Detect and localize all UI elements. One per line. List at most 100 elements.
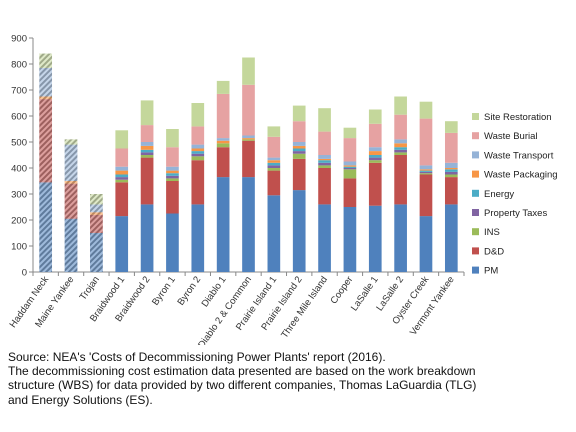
- legend-label: PM: [484, 266, 498, 277]
- bar-segment-waste-burial: [368, 123, 382, 148]
- bar-segment-waste-transport: [216, 138, 230, 141]
- bar-segment-waste-transport: [419, 165, 433, 170]
- bar-segment-property-taxes: [292, 151, 306, 154]
- legend-swatch: [472, 228, 479, 236]
- bar-segment-energy: [267, 162, 281, 166]
- bar-segment-waste-transport: [394, 139, 407, 144]
- bar-segment-d-d: [216, 147, 230, 178]
- bar-segment-waste-transport: [166, 166, 179, 171]
- bar-segment-energy: [318, 160, 331, 163]
- bar-segment-ins: [292, 153, 306, 159]
- bar-segment-d-d: [242, 140, 255, 178]
- bar-segment-d-d: [267, 170, 281, 196]
- bar-segment-ins: [166, 178, 179, 181]
- y-axis: 0 100 200 300 400 500 600 700 800 900: [11, 34, 34, 279]
- y-tick-label: 200: [11, 216, 27, 227]
- bar-stack: [267, 126, 281, 272]
- bar-segment-pm: [368, 205, 382, 272]
- bar-segment-waste-packaging: [368, 151, 382, 155]
- legend-label: Waste Burial: [484, 131, 538, 142]
- bar-segment-site-restoration: [166, 129, 179, 148]
- bar-segment-pm: [166, 213, 179, 272]
- bar-segment-waste-transport-hatch: [64, 144, 78, 181]
- bar-stack: [419, 101, 433, 272]
- legend-swatch: [472, 113, 479, 120]
- bar-segment-waste-packaging-hatch: [64, 181, 78, 184]
- bar-segment-energy: [166, 173, 179, 176]
- bar-segment-waste-packaging: [267, 160, 281, 163]
- caption-line: Source: NEA's 'Costs of Decommissioning …: [8, 350, 386, 364]
- bar-segment-site-restoration: [140, 100, 154, 126]
- bar-segment-property-taxes: [343, 168, 357, 170]
- bar-segment-waste-transport: [368, 147, 382, 152]
- caption-line: structure (WBS) for data provided by two…: [8, 378, 477, 393]
- legend-swatch: [472, 266, 479, 274]
- bar-segment-site-restoration: [216, 80, 230, 94]
- legend-item: Property Taxes: [472, 208, 547, 219]
- bar-segment-site-restoration: [444, 121, 458, 133]
- x-tick-label: Cooper: [328, 274, 355, 306]
- bar-segment-waste-transport: [191, 144, 205, 149]
- bar-stack: [166, 129, 179, 272]
- bar-segment-d-d: [318, 168, 331, 205]
- bar-segment-waste-packaging: [191, 148, 205, 152]
- bar-segment-energy: [140, 149, 154, 153]
- bar-segment-waste-transport-hatch: [90, 204, 103, 213]
- bar-segment-d-d: [368, 162, 382, 206]
- bar-segment-pm-hatch: [64, 218, 78, 272]
- bar-segment-pm: [419, 216, 433, 272]
- bar-segment-property-taxes: [267, 165, 281, 168]
- bar-segment-site-restoration: [292, 105, 306, 122]
- bar-segment-d-d: [191, 160, 205, 205]
- caption-line: The decommissioning cost estimation data…: [8, 364, 476, 379]
- bar-segment-waste-packaging: [140, 145, 154, 150]
- legend-item: Waste Burial: [472, 131, 538, 142]
- legend-item: Energy: [472, 189, 514, 200]
- y-tick-label: 0: [22, 268, 27, 279]
- bar-segment-d-d: [444, 177, 458, 205]
- bar-segment-energy: [444, 169, 458, 172]
- legend: Site Restoration Waste Burial Waste Transp…: [472, 112, 558, 277]
- bar-segment-d-d: [292, 158, 306, 191]
- bar-segment-site-restoration: [394, 96, 407, 115]
- bar-segment-energy: [343, 166, 357, 168]
- bar-segment-waste-burial: [166, 147, 179, 167]
- bar-segment-waste-burial: [318, 131, 331, 155]
- bar-segment-pm: [292, 190, 306, 272]
- bar-segment-waste-transport: [115, 166, 129, 171]
- bar-stack: [90, 194, 103, 272]
- bar-stack: [64, 139, 78, 272]
- bar-segment-site-restoration: [318, 108, 331, 132]
- bar-segment-pm: [444, 204, 458, 272]
- bar-stack: [39, 53, 53, 272]
- bar-segment-waste-burial: [216, 93, 230, 139]
- bar-segment-d-d: [343, 178, 357, 207]
- bar-segment-waste-transport: [444, 162, 458, 168]
- bar-segment-waste-burial: [191, 126, 205, 145]
- bar-segment-property-taxes: [419, 171, 433, 174]
- bar-stack: [444, 121, 458, 272]
- y-tick-label: 700: [11, 86, 27, 97]
- bar-segment-waste-packaging-hatch: [39, 96, 53, 100]
- bar-segment-property-taxes: [444, 171, 458, 175]
- bar-segment-waste-packaging-hatch: [90, 212, 103, 215]
- legend-swatch: [472, 151, 479, 159]
- bar-segment-waste-burial: [419, 118, 433, 166]
- bar-segment-energy: [419, 170, 433, 172]
- bar-segment-waste-transport: [267, 157, 281, 161]
- bar-segment-waste-packaging: [292, 145, 306, 149]
- bar-stack: [115, 130, 129, 272]
- bar-segment-energy: [115, 174, 129, 178]
- bar-segment-pm: [394, 204, 407, 272]
- bar-segment-ins: [216, 143, 230, 148]
- bar-segment-d-d-hatch: [64, 183, 78, 219]
- bar-segment-waste-packaging: [318, 158, 331, 161]
- bar-stack: [368, 109, 382, 272]
- legend-label: Site Restoration: [484, 112, 552, 123]
- bar-segment-ins: [444, 174, 458, 178]
- y-tick-label: 900: [11, 34, 27, 45]
- bar-segment-site-restoration-hatch: [64, 139, 78, 145]
- bar-segment-waste-packaging: [242, 138, 255, 140]
- bar-segment-property-taxes: [140, 152, 154, 155]
- bar-segment-ins: [267, 168, 281, 171]
